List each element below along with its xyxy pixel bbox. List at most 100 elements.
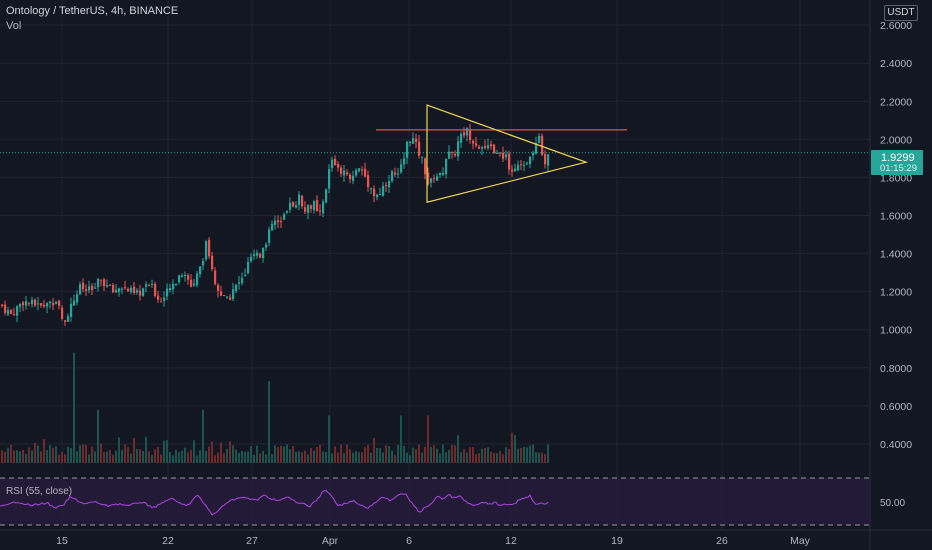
candle-body xyxy=(391,171,394,182)
candle-body xyxy=(88,286,91,291)
candle-body xyxy=(43,304,46,307)
candle-body xyxy=(16,306,19,316)
volume-bar xyxy=(526,447,528,463)
candle-body xyxy=(346,172,349,175)
candle-body xyxy=(379,194,382,196)
volume-bar xyxy=(274,445,276,463)
candle-body xyxy=(490,144,493,147)
candle-body xyxy=(283,214,286,220)
candle-body xyxy=(307,204,310,213)
volume-bar xyxy=(505,447,507,463)
volume-bar xyxy=(331,453,333,463)
volume-bar xyxy=(97,409,99,463)
volume-bar xyxy=(19,451,21,463)
price-tick-label: 2.0000 xyxy=(880,134,912,146)
candle-body xyxy=(115,289,118,293)
volume-bar xyxy=(472,447,474,463)
price-axis[interactable]: 2.6000 2.4000 2.2000 2.0000 1.8000 1.6000 1.40… xyxy=(880,20,912,451)
volume-label[interactable]: Vol xyxy=(6,20,22,32)
volume-bar xyxy=(520,447,522,463)
price-tick-label: 1.8000 xyxy=(880,172,912,184)
candle-body xyxy=(481,147,484,149)
time-tick-label: Apr xyxy=(322,535,339,547)
candle-body xyxy=(511,169,514,172)
volume-bar xyxy=(487,447,489,463)
volume-bar xyxy=(382,452,384,463)
candle-body xyxy=(271,223,274,231)
volume-bar xyxy=(475,454,477,463)
candle-body xyxy=(253,254,256,256)
time-axis[interactable]: 15 22 27 Apr 6 12 19 26 May xyxy=(56,535,811,547)
candle-body xyxy=(247,262,250,274)
candle-body xyxy=(19,304,22,307)
volume-bar xyxy=(400,415,402,463)
symbol-title[interactable]: Ontology / TetherUS, 4h, BINANCE xyxy=(6,5,179,17)
volume-bar xyxy=(529,445,531,463)
candle-body xyxy=(103,279,106,287)
candle-body xyxy=(334,158,337,166)
candle-body xyxy=(226,296,229,298)
volume-bar xyxy=(310,448,312,463)
volume-bar xyxy=(217,452,219,463)
volume-bar xyxy=(418,444,420,463)
volume-bar xyxy=(481,448,483,463)
candle-body xyxy=(79,284,82,295)
volume-bar xyxy=(121,449,123,463)
volume-bar xyxy=(61,452,63,463)
candle-body xyxy=(433,178,436,180)
candle-body xyxy=(436,176,439,181)
currency-badge[interactable]: USDT xyxy=(884,5,918,21)
rsi-pane xyxy=(0,477,870,526)
rsi-line xyxy=(0,489,549,516)
volume-bar xyxy=(214,455,216,463)
volume-bar xyxy=(100,443,102,463)
rsi-label[interactable]: RSI (55, close) xyxy=(6,486,73,497)
volume-bar xyxy=(508,449,510,463)
volume-bar xyxy=(259,453,261,463)
candle-body xyxy=(322,201,325,214)
volume-bar xyxy=(337,452,339,463)
volume-bar xyxy=(478,453,480,463)
candle-body xyxy=(133,286,136,294)
candle-body xyxy=(121,288,124,290)
volume-bar xyxy=(244,451,246,463)
volume-bar xyxy=(355,451,357,463)
candle-body xyxy=(154,283,157,296)
candle-body xyxy=(100,279,103,281)
volume-bar xyxy=(55,446,57,463)
candle-body xyxy=(148,285,151,287)
volume-bar xyxy=(40,451,42,463)
candle-body xyxy=(460,134,463,143)
volume-bar xyxy=(295,451,297,463)
volume-bar xyxy=(76,451,78,463)
price-tick-label: 0.8000 xyxy=(880,363,912,375)
candle-body xyxy=(523,164,526,166)
candle-body xyxy=(34,299,37,306)
volume-bar xyxy=(235,449,237,463)
volume-bar xyxy=(313,450,315,463)
volume-bar xyxy=(286,444,288,463)
volume-bar xyxy=(139,449,141,463)
volume-bar xyxy=(160,454,162,463)
candle-body xyxy=(508,153,511,170)
volume-bar xyxy=(403,445,405,463)
candle-body xyxy=(403,158,406,165)
candle-body xyxy=(220,291,223,296)
candle-body xyxy=(274,220,277,225)
candle-body xyxy=(328,169,331,189)
candle-body xyxy=(4,304,7,313)
candle-body xyxy=(295,205,298,208)
candle-body xyxy=(58,300,61,306)
candle-body xyxy=(229,297,232,300)
volume-bar xyxy=(499,451,501,463)
candle-body xyxy=(235,284,238,292)
drawings[interactable] xyxy=(376,104,627,203)
candle-body xyxy=(64,320,67,322)
candle-body xyxy=(355,169,358,176)
volume-bar xyxy=(196,455,198,463)
volume-bar xyxy=(316,447,318,463)
volume-bar xyxy=(409,455,411,463)
volume-bar xyxy=(229,441,231,463)
candle-body xyxy=(424,158,427,175)
